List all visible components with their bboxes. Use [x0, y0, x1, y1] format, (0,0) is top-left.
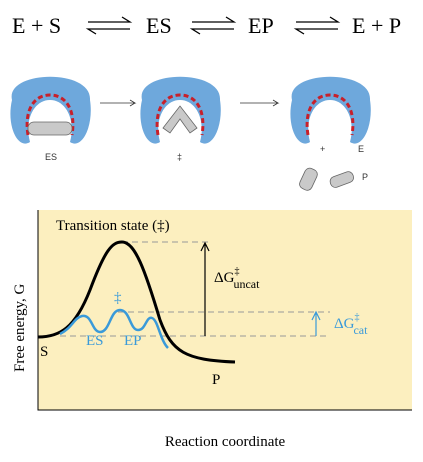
symbol: ΔG	[334, 316, 355, 332]
start-label: S	[40, 344, 48, 360]
state-label: E	[358, 144, 364, 154]
cat-label: ΔG‡ cat	[334, 312, 368, 337]
state-label: ‡	[177, 152, 182, 162]
eq-term: E + S	[12, 13, 61, 38]
intermediate-label: ES	[86, 333, 104, 349]
sub: cat	[353, 323, 368, 337]
eq-term: EP	[248, 13, 274, 38]
eq-term: ES	[146, 13, 172, 38]
energy-diagram: Transition state (‡) Free energy, G Reac…	[12, 210, 412, 450]
state-label: P	[362, 172, 368, 182]
plus-label: +	[320, 144, 325, 154]
end-label: P	[212, 372, 220, 388]
y-axis-label: Free energy, G	[12, 284, 28, 372]
sup: ‡	[234, 266, 239, 277]
x-axis-label: Reaction coordinate	[165, 434, 286, 450]
sup: ‡	[354, 312, 359, 323]
equilibrium-arrows	[85, 16, 341, 35]
eq-term: E + P	[352, 13, 401, 38]
diagram-title: Transition state (‡)	[56, 218, 170, 234]
illustration: ES ‡ + E P	[10, 76, 371, 191]
intermediate-label: EP	[124, 333, 142, 349]
state-label: ES	[45, 152, 57, 162]
uncat-label: ΔG‡ uncat	[214, 266, 260, 291]
symbol: ΔG	[214, 270, 235, 286]
sub: uncat	[233, 277, 260, 291]
equation: E + S ES EP E + P	[12, 13, 401, 38]
cat-mark: ‡	[114, 290, 122, 306]
